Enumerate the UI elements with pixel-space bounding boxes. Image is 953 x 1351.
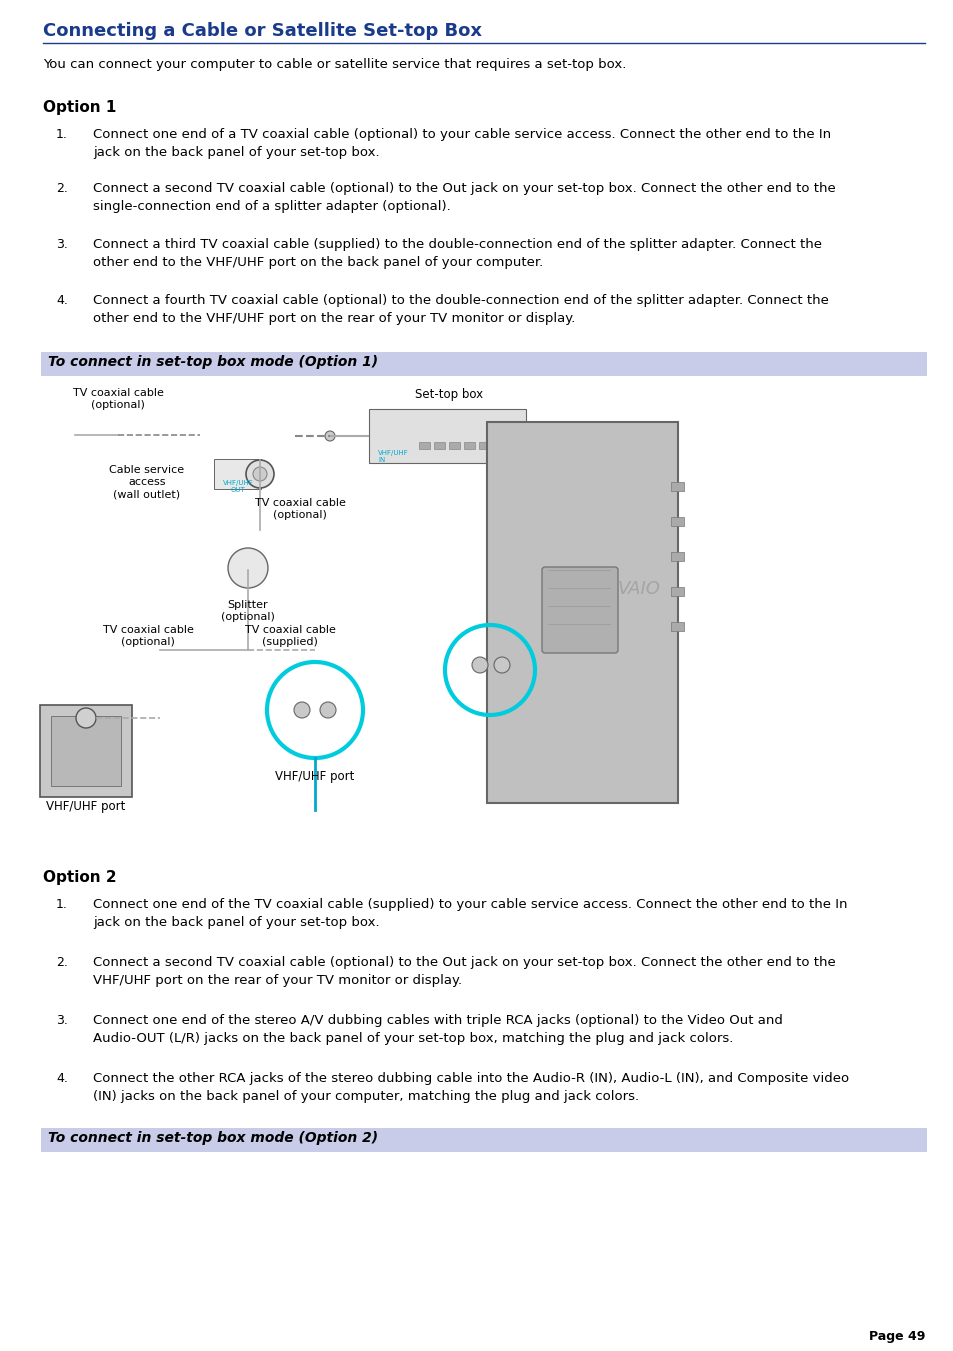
FancyBboxPatch shape xyxy=(671,621,684,631)
Text: Connect a second TV coaxial cable (optional) to the Out jack on your set-top box: Connect a second TV coaxial cable (optio… xyxy=(92,182,835,213)
Text: VAIO: VAIO xyxy=(617,580,659,598)
Circle shape xyxy=(294,703,310,717)
Text: Cable service
access
(wall outlet): Cable service access (wall outlet) xyxy=(110,465,184,500)
Text: TV coaxial cable
(optional): TV coaxial cable (optional) xyxy=(103,626,193,647)
Text: TV coaxial cable
(optional): TV coaxial cable (optional) xyxy=(254,499,345,520)
Circle shape xyxy=(319,703,335,717)
Text: 1.: 1. xyxy=(56,128,68,141)
FancyBboxPatch shape xyxy=(464,442,475,449)
Text: Page 49: Page 49 xyxy=(868,1329,924,1343)
FancyBboxPatch shape xyxy=(51,716,121,786)
Text: Option 2: Option 2 xyxy=(43,870,116,885)
FancyBboxPatch shape xyxy=(494,442,505,449)
FancyBboxPatch shape xyxy=(671,551,684,561)
Circle shape xyxy=(494,657,510,673)
FancyBboxPatch shape xyxy=(369,409,525,463)
Text: Set-top box: Set-top box xyxy=(415,388,482,401)
Text: Connect a third TV coaxial cable (supplied) to the double-connection end of the : Connect a third TV coaxial cable (suppli… xyxy=(92,238,821,269)
Circle shape xyxy=(325,431,335,440)
FancyBboxPatch shape xyxy=(671,586,684,596)
Text: Connecting a Cable or Satellite Set-top Box: Connecting a Cable or Satellite Set-top … xyxy=(43,22,481,41)
Circle shape xyxy=(472,657,488,673)
Text: 4.: 4. xyxy=(56,1071,68,1085)
Circle shape xyxy=(76,708,96,728)
Text: TV coaxial cable
(supplied): TV coaxial cable (supplied) xyxy=(244,626,335,647)
FancyBboxPatch shape xyxy=(671,481,684,490)
Circle shape xyxy=(228,549,268,588)
Text: Connect one end of a TV coaxial cable (optional) to your cable service access. C: Connect one end of a TV coaxial cable (o… xyxy=(92,128,830,159)
Text: Splitter
(optional): Splitter (optional) xyxy=(221,600,274,623)
Text: Connect one end of the stereo A/V dubbing cables with triple RCA jacks (optional: Connect one end of the stereo A/V dubbin… xyxy=(92,1015,782,1046)
FancyBboxPatch shape xyxy=(486,422,678,802)
FancyBboxPatch shape xyxy=(213,459,261,489)
Text: VHF/UHF
OUT: VHF/UHF OUT xyxy=(222,480,253,493)
FancyBboxPatch shape xyxy=(419,442,430,449)
Text: Connect the other RCA jacks of the stereo dubbing cable into the Audio-R (IN), A: Connect the other RCA jacks of the stere… xyxy=(92,1071,848,1102)
Text: Connect one end of the TV coaxial cable (supplied) to your cable service access.: Connect one end of the TV coaxial cable … xyxy=(92,898,846,929)
Text: Connect a second TV coaxial cable (optional) to the Out jack on your set-top box: Connect a second TV coaxial cable (optio… xyxy=(92,957,835,988)
Text: Connect a fourth TV coaxial cable (optional) to the double-connection end of the: Connect a fourth TV coaxial cable (optio… xyxy=(92,295,828,326)
Text: 3.: 3. xyxy=(56,1015,68,1027)
FancyBboxPatch shape xyxy=(541,567,618,653)
FancyBboxPatch shape xyxy=(509,442,520,449)
FancyBboxPatch shape xyxy=(671,516,684,526)
Text: VHF/UHF port: VHF/UHF port xyxy=(47,800,126,813)
Text: 4.: 4. xyxy=(56,295,68,307)
Text: VHF/UHF port: VHF/UHF port xyxy=(275,770,355,784)
Text: Option 1: Option 1 xyxy=(43,100,116,115)
Text: To connect in set-top box mode (Option 2): To connect in set-top box mode (Option 2… xyxy=(48,1131,377,1146)
FancyBboxPatch shape xyxy=(479,442,490,449)
Text: To connect in set-top box mode (Option 1): To connect in set-top box mode (Option 1… xyxy=(48,355,377,369)
Text: 2.: 2. xyxy=(56,182,68,195)
FancyBboxPatch shape xyxy=(40,705,132,797)
Text: You can connect your computer to cable or satellite service that requires a set-: You can connect your computer to cable o… xyxy=(43,58,626,72)
FancyBboxPatch shape xyxy=(41,1128,926,1152)
FancyBboxPatch shape xyxy=(41,376,926,840)
FancyBboxPatch shape xyxy=(41,353,926,376)
Text: TV coaxial cable
(optional): TV coaxial cable (optional) xyxy=(72,388,163,411)
Text: 3.: 3. xyxy=(56,238,68,251)
Circle shape xyxy=(253,467,267,481)
Text: VHF/UHF
IN: VHF/UHF IN xyxy=(377,450,408,463)
Circle shape xyxy=(246,459,274,488)
Text: 1.: 1. xyxy=(56,898,68,911)
Text: 2.: 2. xyxy=(56,957,68,969)
FancyBboxPatch shape xyxy=(449,442,460,449)
FancyBboxPatch shape xyxy=(434,442,445,449)
